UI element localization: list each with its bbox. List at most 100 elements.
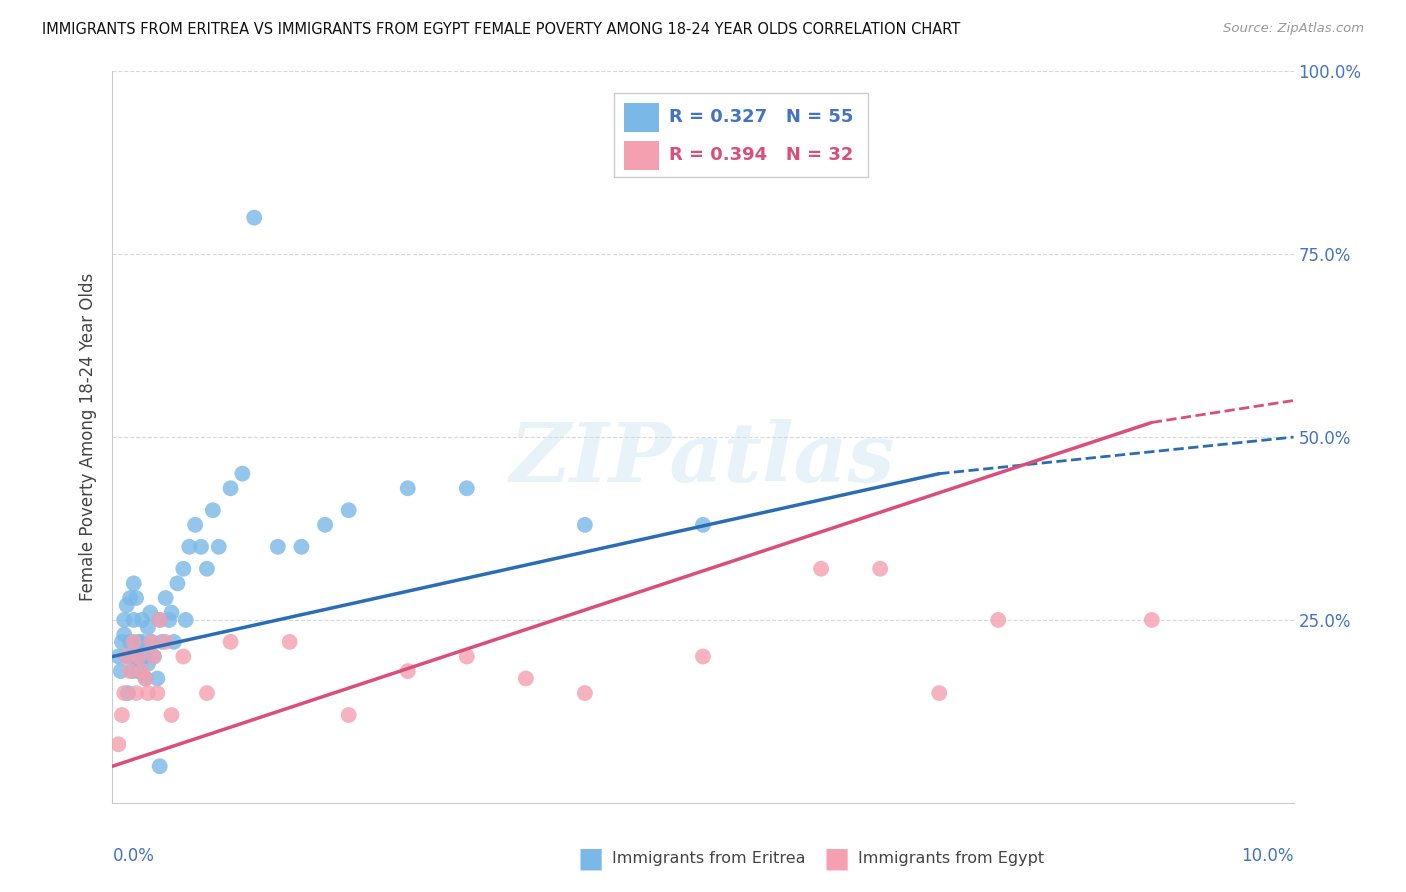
Point bbox=[142, 649, 165, 664]
Point bbox=[195, 562, 218, 576]
Point bbox=[110, 664, 132, 678]
FancyBboxPatch shape bbox=[624, 103, 659, 132]
Point bbox=[179, 540, 201, 554]
Point bbox=[201, 503, 224, 517]
Point bbox=[290, 540, 312, 554]
Point bbox=[139, 606, 162, 620]
Point bbox=[120, 664, 142, 678]
Point bbox=[146, 686, 169, 700]
Point bbox=[135, 672, 157, 686]
Point bbox=[160, 708, 183, 723]
Point bbox=[131, 613, 153, 627]
Point bbox=[574, 517, 596, 532]
Point bbox=[1140, 613, 1163, 627]
Point bbox=[692, 517, 714, 532]
Point bbox=[692, 649, 714, 664]
Point bbox=[127, 649, 149, 664]
Text: R = 0.327   N = 55: R = 0.327 N = 55 bbox=[669, 109, 853, 127]
Point bbox=[136, 620, 159, 634]
Point bbox=[120, 649, 142, 664]
Point bbox=[112, 627, 135, 641]
Point bbox=[278, 635, 301, 649]
Point bbox=[121, 664, 143, 678]
Text: 10.0%: 10.0% bbox=[1241, 847, 1294, 864]
Point bbox=[122, 635, 145, 649]
Point bbox=[172, 562, 194, 576]
Point bbox=[135, 672, 157, 686]
Point bbox=[131, 635, 153, 649]
Point bbox=[163, 635, 186, 649]
Point bbox=[134, 649, 156, 664]
Point bbox=[115, 649, 138, 664]
Point bbox=[120, 591, 142, 605]
Point bbox=[396, 481, 419, 495]
Point bbox=[337, 708, 360, 723]
Y-axis label: Female Poverty Among 18-24 Year Olds: Female Poverty Among 18-24 Year Olds bbox=[79, 273, 97, 601]
Point bbox=[149, 759, 172, 773]
Point bbox=[166, 576, 188, 591]
Point bbox=[122, 613, 145, 627]
Point bbox=[117, 686, 139, 700]
Point bbox=[928, 686, 950, 700]
Point bbox=[157, 613, 180, 627]
Point bbox=[987, 613, 1010, 627]
Point bbox=[127, 635, 149, 649]
Point bbox=[111, 708, 134, 723]
Text: ZIPatlas: ZIPatlas bbox=[510, 419, 896, 499]
Point bbox=[125, 649, 148, 664]
Point bbox=[314, 517, 336, 532]
Point bbox=[127, 664, 149, 678]
Point bbox=[136, 686, 159, 700]
Text: Immigrants from Eritrea: Immigrants from Eritrea bbox=[612, 851, 806, 865]
Point bbox=[195, 686, 218, 700]
Point bbox=[219, 481, 242, 495]
FancyBboxPatch shape bbox=[614, 94, 869, 178]
Point bbox=[141, 635, 163, 649]
Text: R = 0.394   N = 32: R = 0.394 N = 32 bbox=[669, 146, 853, 164]
Point bbox=[107, 649, 129, 664]
Point bbox=[267, 540, 290, 554]
Point bbox=[456, 481, 478, 495]
Text: ■: ■ bbox=[578, 844, 603, 872]
Point bbox=[120, 635, 142, 649]
Point bbox=[150, 635, 173, 649]
FancyBboxPatch shape bbox=[624, 141, 659, 170]
Text: 0.0%: 0.0% bbox=[112, 847, 155, 864]
Point bbox=[172, 649, 194, 664]
Text: IMMIGRANTS FROM ERITREA VS IMMIGRANTS FROM EGYPT FEMALE POVERTY AMONG 18-24 YEAR: IMMIGRANTS FROM ERITREA VS IMMIGRANTS FR… bbox=[42, 22, 960, 37]
Point bbox=[125, 686, 148, 700]
Point bbox=[396, 664, 419, 678]
Point bbox=[155, 635, 177, 649]
Point bbox=[122, 576, 145, 591]
Point bbox=[574, 686, 596, 700]
Point bbox=[219, 635, 242, 649]
Text: ■: ■ bbox=[824, 844, 849, 872]
Point bbox=[149, 613, 172, 627]
Point bbox=[231, 467, 253, 481]
Point bbox=[456, 649, 478, 664]
Point bbox=[112, 613, 135, 627]
Point bbox=[515, 672, 537, 686]
Point bbox=[141, 635, 163, 649]
Point bbox=[115, 649, 138, 664]
Point bbox=[115, 599, 138, 613]
Text: Immigrants from Egypt: Immigrants from Egypt bbox=[858, 851, 1043, 865]
Point bbox=[149, 613, 172, 627]
Point bbox=[337, 503, 360, 517]
Point bbox=[111, 635, 134, 649]
Point bbox=[243, 211, 266, 225]
Point bbox=[112, 686, 135, 700]
Point bbox=[146, 672, 169, 686]
Point bbox=[810, 562, 832, 576]
Text: Source: ZipAtlas.com: Source: ZipAtlas.com bbox=[1223, 22, 1364, 36]
Point bbox=[142, 649, 165, 664]
Point bbox=[125, 591, 148, 605]
Point bbox=[184, 517, 207, 532]
Point bbox=[136, 657, 159, 671]
Point bbox=[160, 606, 183, 620]
Point bbox=[174, 613, 197, 627]
Point bbox=[190, 540, 212, 554]
Point bbox=[869, 562, 891, 576]
Point bbox=[155, 591, 177, 605]
Point bbox=[208, 540, 231, 554]
